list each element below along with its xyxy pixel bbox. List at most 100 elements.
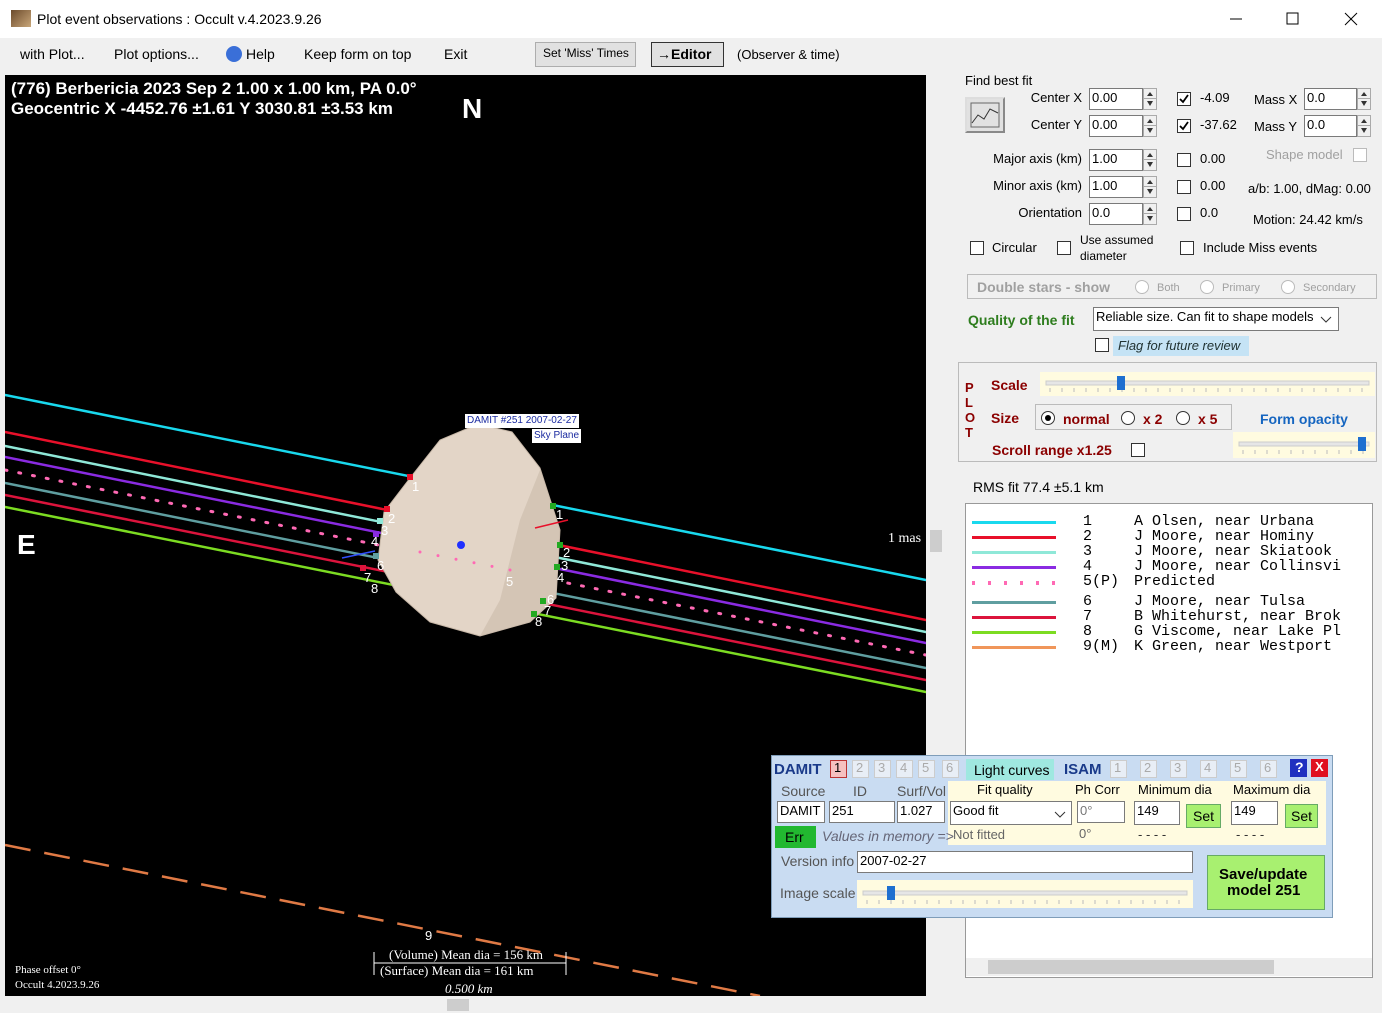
text-input[interactable] bbox=[777, 801, 825, 823]
checkbox[interactable] bbox=[1131, 443, 1145, 457]
checkbox[interactable] bbox=[970, 241, 984, 255]
tab[interactable] bbox=[1260, 760, 1277, 778]
chord-number: 8 bbox=[371, 581, 379, 596]
tab[interactable] bbox=[942, 760, 959, 778]
text-input[interactable] bbox=[1134, 801, 1180, 825]
checkbox[interactable] bbox=[1177, 207, 1191, 221]
spinner[interactable] bbox=[1357, 88, 1371, 110]
radio-button[interactable] bbox=[1121, 411, 1135, 425]
text-input[interactable] bbox=[857, 851, 1193, 873]
column-header: Maximum dia bbox=[1233, 782, 1311, 797]
fit-button[interactable] bbox=[965, 97, 1005, 133]
field-label: Center Y bbox=[1030, 117, 1082, 132]
menu-item[interactable]: Exit bbox=[444, 46, 468, 62]
dropdown-arrow[interactable] bbox=[1054, 809, 1066, 819]
spinner[interactable] bbox=[1143, 176, 1157, 198]
button[interactable] bbox=[1207, 855, 1325, 910]
button[interactable] bbox=[1285, 804, 1318, 828]
slider[interactable] bbox=[857, 880, 1193, 908]
predicted-dot bbox=[418, 550, 422, 554]
legend-line bbox=[972, 646, 1056, 649]
scroll-thumb[interactable] bbox=[930, 530, 942, 552]
tab[interactable] bbox=[1200, 760, 1217, 778]
legend-line bbox=[972, 551, 1056, 554]
spinner[interactable] bbox=[1143, 149, 1157, 171]
menu-item[interactable]: with Plot... bbox=[20, 46, 85, 62]
number-input[interactable] bbox=[1304, 88, 1357, 110]
tab[interactable] bbox=[896, 760, 913, 778]
slider[interactable] bbox=[1233, 432, 1375, 458]
tab-label: 2 bbox=[1144, 760, 1152, 775]
checkbox[interactable] bbox=[1177, 92, 1191, 106]
checkbox[interactable] bbox=[1177, 119, 1191, 133]
text-input[interactable] bbox=[829, 801, 895, 823]
dropdown-arrow[interactable] bbox=[1320, 314, 1332, 324]
window-controls[interactable] bbox=[1215, 0, 1382, 38]
window-title: Plot event observations : Occult v.4.202… bbox=[37, 11, 322, 27]
menu-item[interactable]: Keep form on top bbox=[304, 46, 412, 62]
menu-item[interactable]: Plot options... bbox=[114, 46, 199, 62]
text-input[interactable] bbox=[1077, 801, 1125, 823]
tab[interactable] bbox=[830, 760, 847, 778]
radio-label: x 2 bbox=[1143, 411, 1163, 427]
checkbox[interactable] bbox=[1353, 148, 1367, 162]
dropdown[interactable] bbox=[950, 801, 1072, 825]
number-input[interactable] bbox=[1089, 149, 1143, 171]
radio-label: Both bbox=[1157, 282, 1180, 294]
number-input[interactable] bbox=[1089, 176, 1143, 198]
tab[interactable] bbox=[966, 759, 1054, 780]
button[interactable] bbox=[775, 826, 816, 848]
checkbox[interactable] bbox=[1095, 338, 1109, 352]
tab[interactable] bbox=[1230, 760, 1247, 778]
radio-button[interactable] bbox=[1200, 280, 1214, 294]
radio-button[interactable] bbox=[1041, 411, 1055, 425]
radio-button[interactable] bbox=[1281, 280, 1295, 294]
group-box bbox=[967, 274, 1377, 299]
slider[interactable] bbox=[1040, 372, 1375, 396]
button[interactable] bbox=[651, 42, 724, 67]
chord-end-marker bbox=[407, 474, 413, 480]
spinner[interactable] bbox=[1143, 203, 1157, 225]
legend-id: 6 bbox=[1083, 593, 1093, 610]
chord-end-marker bbox=[377, 518, 383, 524]
legend-observer: J Moore, near Collinsvi bbox=[1134, 558, 1342, 575]
number-input[interactable] bbox=[1089, 88, 1143, 110]
legend-line bbox=[972, 566, 1056, 569]
scroll-thumb[interactable] bbox=[988, 960, 1274, 974]
tab[interactable] bbox=[874, 760, 891, 778]
text-input[interactable] bbox=[1231, 801, 1278, 825]
fit-result: 0.00 bbox=[1200, 178, 1226, 193]
tab[interactable] bbox=[918, 760, 935, 778]
help-button[interactable] bbox=[1290, 759, 1307, 777]
checkbox[interactable] bbox=[1177, 153, 1191, 167]
scroll-thumb[interactable] bbox=[447, 999, 469, 1011]
tab[interactable] bbox=[1170, 760, 1187, 778]
button[interactable] bbox=[1186, 804, 1221, 828]
tab[interactable] bbox=[852, 760, 869, 778]
checkbox[interactable] bbox=[1177, 180, 1191, 194]
number-input-text: 0.00 bbox=[1092, 117, 1118, 132]
number-input[interactable] bbox=[1089, 203, 1143, 225]
tab[interactable] bbox=[1110, 760, 1127, 778]
center-marker bbox=[457, 541, 465, 549]
horizontal-scrollbar[interactable] bbox=[5, 997, 945, 1013]
menu-item[interactable]: Help bbox=[246, 46, 275, 62]
chord-number: 3 bbox=[561, 558, 569, 573]
text-input[interactable] bbox=[897, 801, 945, 823]
spinner[interactable] bbox=[1357, 115, 1371, 137]
legend-observer: J Moore, near Tulsa bbox=[1134, 593, 1306, 610]
number-input[interactable] bbox=[1304, 115, 1357, 137]
spinner[interactable] bbox=[1143, 115, 1157, 137]
checkbox[interactable] bbox=[1057, 241, 1071, 255]
button[interactable] bbox=[535, 42, 636, 67]
radio-button[interactable] bbox=[1176, 411, 1190, 425]
spinner[interactable] bbox=[1143, 88, 1157, 110]
error-bar bbox=[341, 550, 376, 559]
number-input[interactable] bbox=[1089, 115, 1143, 137]
dropdown[interactable] bbox=[1093, 307, 1339, 331]
text-input-text: 251 bbox=[832, 803, 854, 818]
tab[interactable] bbox=[1140, 760, 1157, 778]
close-button[interactable] bbox=[1311, 759, 1328, 777]
radio-button[interactable] bbox=[1135, 280, 1149, 294]
checkbox[interactable] bbox=[1180, 241, 1194, 255]
